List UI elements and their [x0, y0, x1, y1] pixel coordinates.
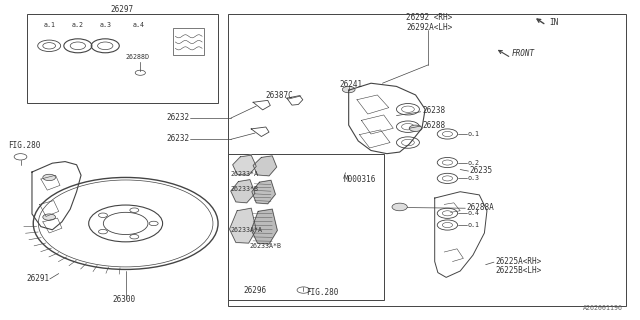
Bar — [27, 14, 218, 103]
Text: a.4: a.4 — [132, 22, 145, 28]
Text: a.1: a.1 — [43, 22, 55, 28]
Text: o.3: o.3 — [468, 175, 480, 181]
Text: IN: IN — [549, 19, 559, 28]
Text: a.2: a.2 — [72, 22, 84, 28]
Circle shape — [392, 203, 407, 211]
Circle shape — [43, 214, 56, 220]
Text: 26241: 26241 — [339, 80, 362, 89]
Text: o.1: o.1 — [468, 131, 480, 137]
Text: o.1: o.1 — [468, 222, 480, 228]
Text: 26233A*B: 26233A*B — [250, 243, 282, 249]
Text: FIG.280: FIG.280 — [8, 141, 40, 150]
Text: 26225B<LH>: 26225B<LH> — [495, 266, 541, 275]
Polygon shape — [230, 208, 256, 243]
Circle shape — [43, 174, 56, 180]
Text: 26288A: 26288A — [467, 203, 494, 212]
Circle shape — [409, 125, 422, 132]
Text: 26291: 26291 — [27, 275, 50, 284]
Bar — [228, 14, 626, 306]
Text: 26232: 26232 — [166, 134, 189, 143]
Text: 26288: 26288 — [422, 121, 445, 130]
Text: 26387C: 26387C — [266, 92, 294, 100]
Text: 26233*B: 26233*B — [231, 186, 259, 192]
Polygon shape — [233, 155, 256, 175]
Text: 26238: 26238 — [422, 106, 445, 115]
Text: a.3: a.3 — [99, 22, 111, 28]
Text: M000316: M000316 — [344, 174, 376, 184]
Text: FRONT: FRONT — [511, 49, 534, 58]
Text: FIG.280: FIG.280 — [306, 288, 339, 297]
Text: 26292 <RH>: 26292 <RH> — [406, 13, 452, 22]
Text: 26235: 26235 — [470, 166, 493, 175]
Text: 26233A*A: 26233A*A — [231, 227, 263, 233]
Polygon shape — [231, 180, 255, 203]
Polygon shape — [253, 156, 276, 176]
Text: 26232: 26232 — [166, 113, 189, 122]
Text: A262001196: A262001196 — [582, 305, 623, 310]
Bar — [173, 28, 204, 55]
Text: o.2: o.2 — [468, 160, 480, 165]
Text: 26297: 26297 — [111, 5, 134, 14]
Text: 26288D: 26288D — [125, 54, 150, 60]
Text: 26233*A: 26233*A — [231, 171, 259, 177]
Bar — [228, 154, 384, 300]
Text: o.4: o.4 — [468, 210, 480, 216]
Circle shape — [342, 86, 355, 93]
Text: 26300: 26300 — [113, 295, 136, 304]
Text: 26296: 26296 — [244, 285, 267, 295]
Polygon shape — [251, 209, 277, 244]
Text: 26292A<LH>: 26292A<LH> — [406, 23, 452, 32]
Text: 26225A<RH>: 26225A<RH> — [495, 257, 541, 266]
Polygon shape — [252, 180, 275, 204]
